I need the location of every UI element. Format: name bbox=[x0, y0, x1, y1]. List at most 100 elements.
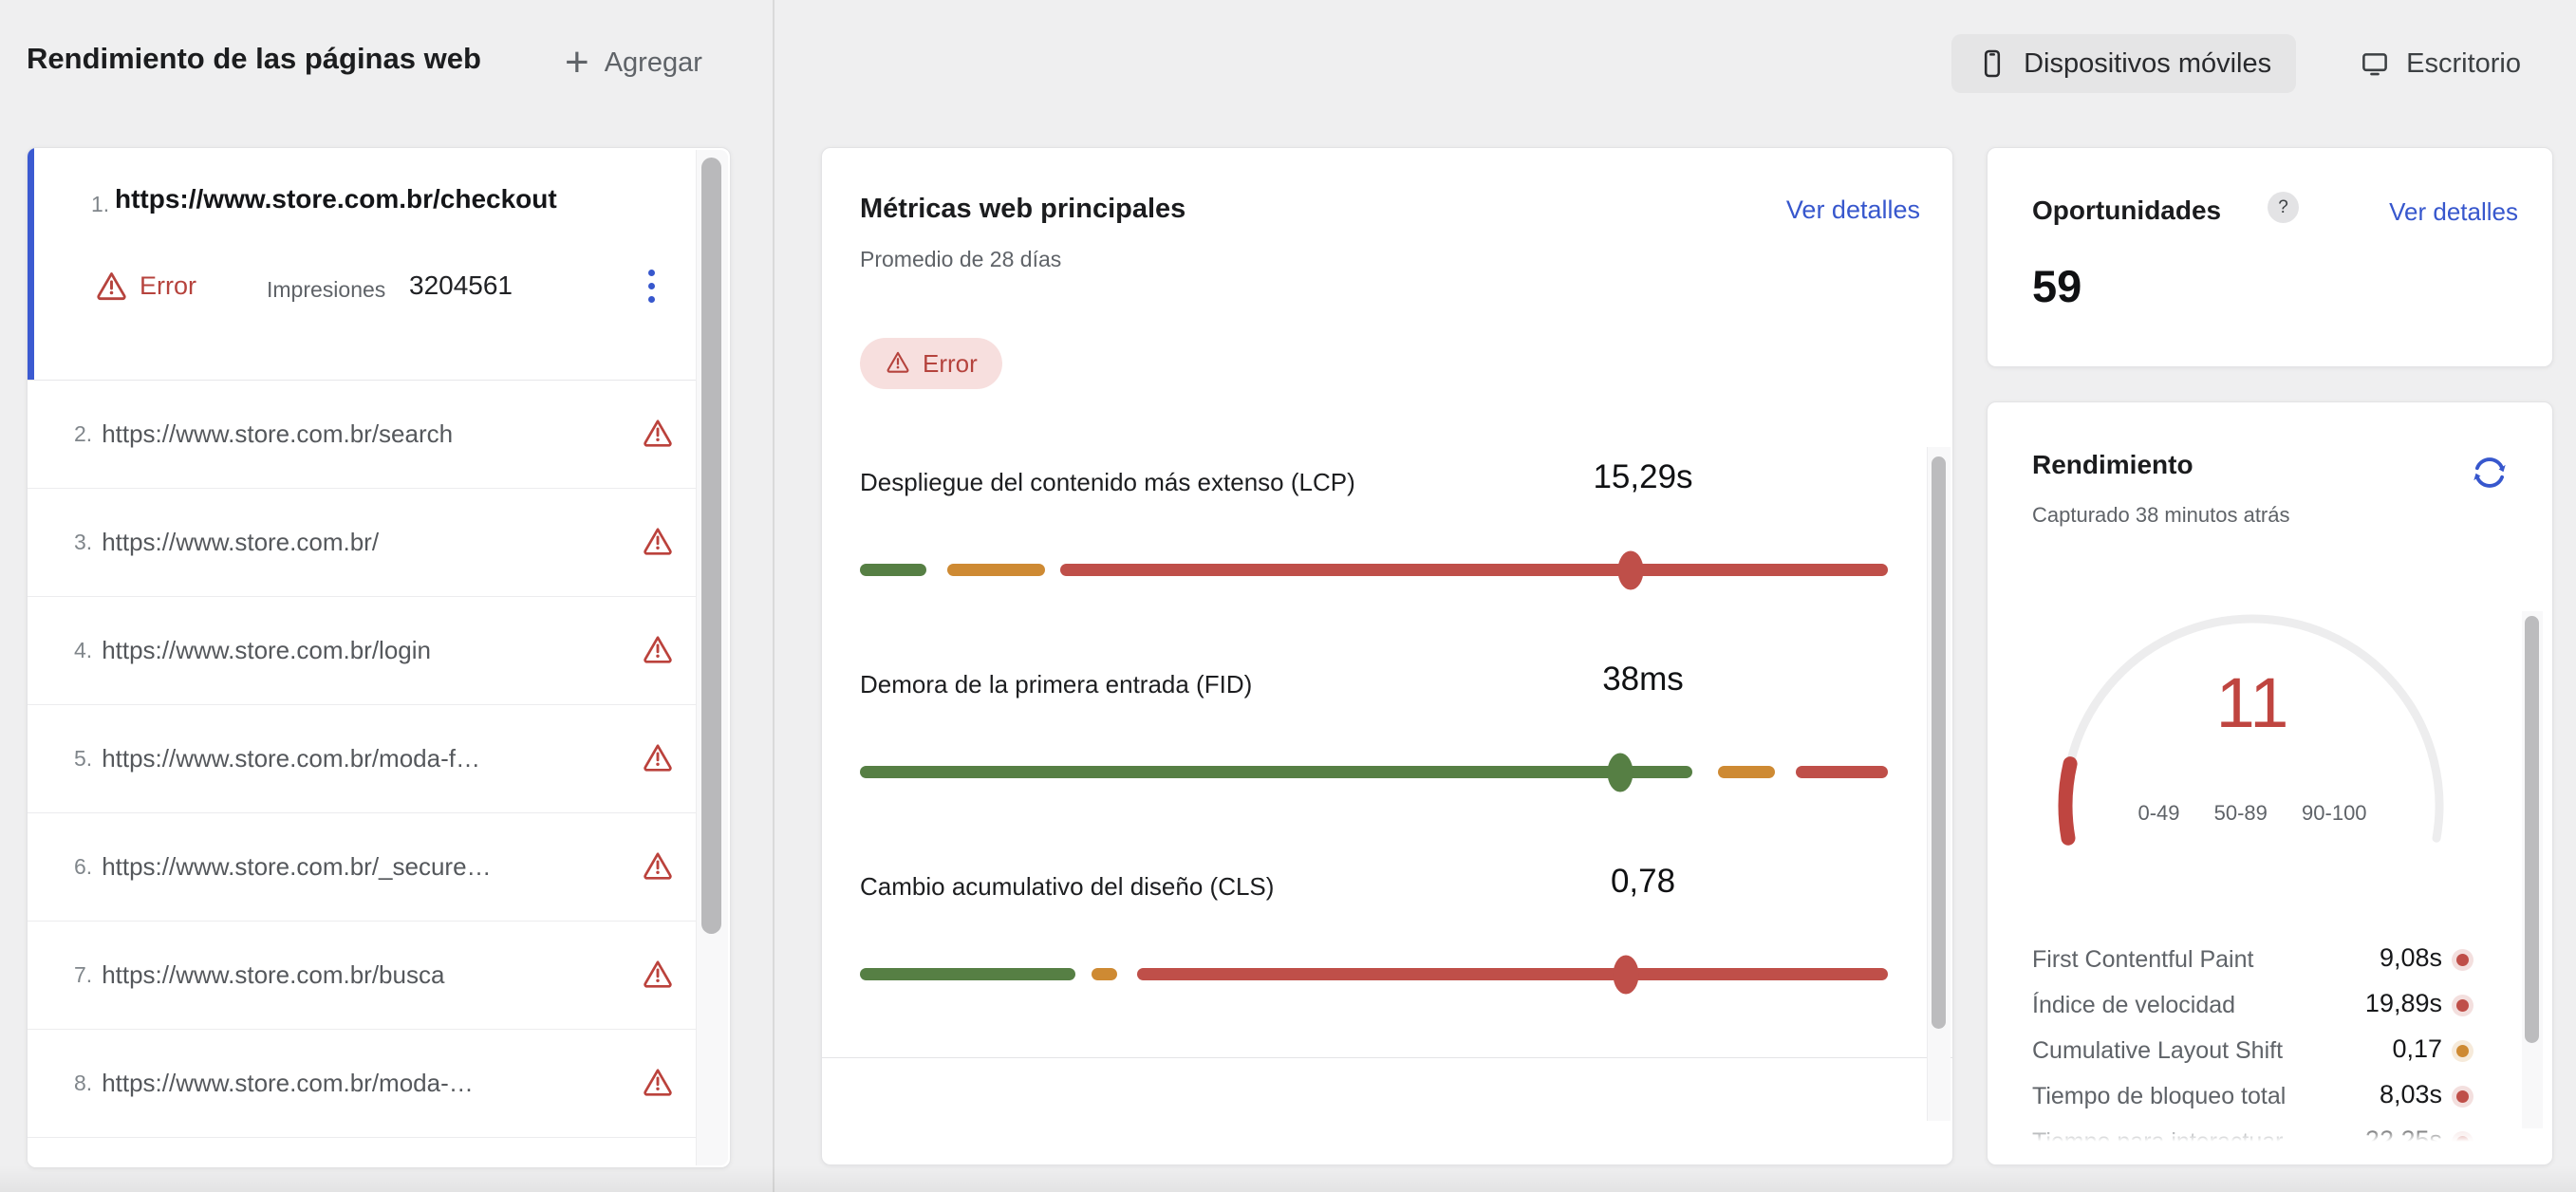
fid-label: Demora de la primera entrada (FID) bbox=[860, 670, 1253, 698]
card-scrollbar-track[interactable] bbox=[1927, 447, 1951, 1121]
monitor-icon bbox=[2359, 47, 2391, 80]
metric-label: First Contentful Paint bbox=[2032, 946, 2254, 973]
url-list-panel: 1. https://www.store.com.br/checkout Err… bbox=[27, 147, 731, 1168]
lcp-label: Despliegue del contenido más extenso (LC… bbox=[860, 468, 1355, 496]
list-item[interactable]: 2. https://www.store.com.br/search bbox=[28, 381, 696, 489]
performance-score: 11 bbox=[2215, 663, 2289, 742]
toggle-desktop-label: Escritorio bbox=[2406, 47, 2521, 79]
opportunities-card: Oportunidades ? Ver detalles 59 bbox=[1987, 147, 2553, 367]
warning-icon bbox=[641, 956, 675, 995]
card-title: Métricas web principales bbox=[860, 194, 1186, 224]
card-subtitle: Capturado 38 minutos atrás bbox=[2032, 503, 2290, 527]
list-item-url: https://www.store.com.br/_secure… bbox=[102, 852, 492, 881]
toggle-mobile-label: Dispositivos móviles bbox=[2024, 47, 2272, 79]
error-badge: Error bbox=[860, 338, 1002, 389]
status-dot bbox=[2456, 954, 2469, 966]
range-bad: 0-49 bbox=[2137, 801, 2180, 825]
list-item-selected[interactable]: 1. https://www.store.com.br/checkout Err… bbox=[28, 148, 696, 381]
warning-icon bbox=[641, 847, 675, 886]
cls-value: 0,78 bbox=[1610, 863, 1676, 900]
selected-indicator bbox=[28, 148, 34, 380]
more-options-icon[interactable] bbox=[643, 264, 661, 308]
list-scrollbar-thumb[interactable] bbox=[701, 158, 721, 934]
list-item[interactable]: 4. https://www.store.com.br/login bbox=[28, 597, 696, 705]
list-item[interactable]: 6. https://www.store.com.br/_secure… bbox=[28, 813, 696, 922]
web-vitals-card: Métricas web principales Promedio de 28 … bbox=[821, 147, 1953, 1165]
list-item-index: 3. bbox=[74, 530, 93, 554]
warning-icon bbox=[641, 415, 675, 454]
fid-value: 38ms bbox=[1602, 661, 1684, 698]
status-dot bbox=[2456, 1136, 2469, 1148]
error-badge-label: Error bbox=[923, 348, 978, 378]
lab-metric-row: Índice de velocidad 19,89s bbox=[2032, 986, 2469, 1032]
list-item-url: https://www.store.com.br/ bbox=[102, 528, 380, 556]
status-dot bbox=[2456, 1090, 2469, 1103]
warning-icon bbox=[641, 1064, 675, 1103]
warning-icon bbox=[94, 268, 129, 307]
smartphone-icon bbox=[1976, 47, 2008, 80]
section-divider bbox=[822, 1057, 1952, 1058]
gauge-track bbox=[2061, 614, 2444, 843]
metric-value: 19,89s bbox=[2364, 989, 2442, 1017]
list-item[interactable]: 7. https://www.store.com.br/busca bbox=[28, 922, 696, 1030]
add-url-label: Agregar bbox=[604, 47, 702, 78]
panel-divider bbox=[773, 0, 775, 1192]
warning-icon bbox=[641, 523, 675, 562]
metric-value: 8,03s bbox=[2379, 1080, 2442, 1108]
list-scrollbar-track[interactable] bbox=[696, 150, 728, 1165]
metric-label: Tiempo para interactuar bbox=[2032, 1128, 2284, 1155]
impressions-value: 3204561 bbox=[409, 270, 513, 300]
list-item-url: https://www.store.com.br/moda-… bbox=[102, 1069, 474, 1097]
help-icon[interactable]: ? bbox=[2268, 192, 2299, 223]
list-item-index: 8. bbox=[74, 1071, 93, 1095]
toggle-desktop-button[interactable]: Escritorio bbox=[2334, 34, 2546, 93]
refresh-icon[interactable] bbox=[2469, 452, 2511, 494]
list-item-index: 1. bbox=[91, 192, 110, 216]
list-item-index: 4. bbox=[74, 638, 93, 662]
add-url-button[interactable]: + Agregar bbox=[555, 40, 712, 85]
metric-label: Índice de velocidad bbox=[2032, 992, 2236, 1018]
list-item-url: https://www.store.com.br/login bbox=[102, 636, 431, 664]
range-average: 50-89 bbox=[2213, 801, 2268, 825]
list-item-clipped[interactable] bbox=[28, 1138, 696, 1167]
warning-icon bbox=[641, 631, 675, 670]
gauge-score-arc bbox=[2058, 756, 2078, 846]
toggle-mobile-button[interactable]: Dispositivos móviles bbox=[1951, 34, 2297, 93]
list-item-index: 2. bbox=[74, 421, 93, 446]
impressions-label: Impresiones bbox=[267, 277, 386, 302]
range-good: 90-100 bbox=[2302, 801, 2367, 825]
url-rows: 1. https://www.store.com.br/checkout Err… bbox=[28, 148, 696, 1167]
page-title: Rendimiento de las páginas web bbox=[27, 42, 481, 75]
list-item[interactable]: 5. https://www.store.com.br/moda-f… bbox=[28, 705, 696, 813]
card-title: Rendimiento bbox=[2032, 450, 2193, 479]
list-item-index: 5. bbox=[74, 746, 93, 771]
device-toggle: Dispositivos móviles Escritorio bbox=[1951, 34, 2546, 93]
view-details-link[interactable]: Ver detalles bbox=[2389, 197, 2518, 226]
warning-icon bbox=[885, 348, 911, 380]
lcp-value: 15,29s bbox=[1593, 458, 1693, 495]
list-item-url: https://www.store.com.br/busca bbox=[102, 960, 445, 989]
score-ranges: 0-49 50-89 90-100 bbox=[2015, 801, 2490, 826]
list-item[interactable]: 3. https://www.store.com.br/ bbox=[28, 489, 696, 597]
lcp-threshold-bar bbox=[860, 550, 1888, 589]
card-scrollbar-thumb[interactable] bbox=[2525, 616, 2539, 1043]
card-scrollbar-track[interactable] bbox=[2522, 611, 2543, 1128]
list-item[interactable]: 8. https://www.store.com.br/moda-… bbox=[28, 1030, 696, 1138]
warning-icon bbox=[641, 739, 675, 778]
card-scrollbar-thumb[interactable] bbox=[1932, 456, 1946, 1029]
view-details-link[interactable]: Ver detalles bbox=[1785, 196, 1920, 224]
metric-value: 0,17 bbox=[2392, 1034, 2442, 1063]
list-item-url: https://www.store.com.br/checkout bbox=[115, 184, 557, 214]
card-title: Oportunidades bbox=[2032, 196, 2222, 225]
fid-threshold-bar bbox=[860, 753, 1888, 792]
list-item-url: https://www.store.com.br/search bbox=[102, 419, 454, 448]
list-item-url: https://www.store.com.br/moda-f… bbox=[102, 744, 480, 773]
metric-value: 22,25s bbox=[2364, 1126, 2442, 1154]
metric-label: Cumulative Layout Shift bbox=[2032, 1037, 2284, 1064]
status-badge: Error bbox=[140, 271, 196, 300]
performance-card: Rendimiento Capturado 38 minutos atrás 1… bbox=[1987, 401, 2553, 1165]
lab-metric-row: Cumulative Layout Shift 0,17 bbox=[2032, 1032, 2469, 1077]
metric-value: 9,08s bbox=[2379, 943, 2442, 972]
status-dot bbox=[2456, 1045, 2469, 1057]
